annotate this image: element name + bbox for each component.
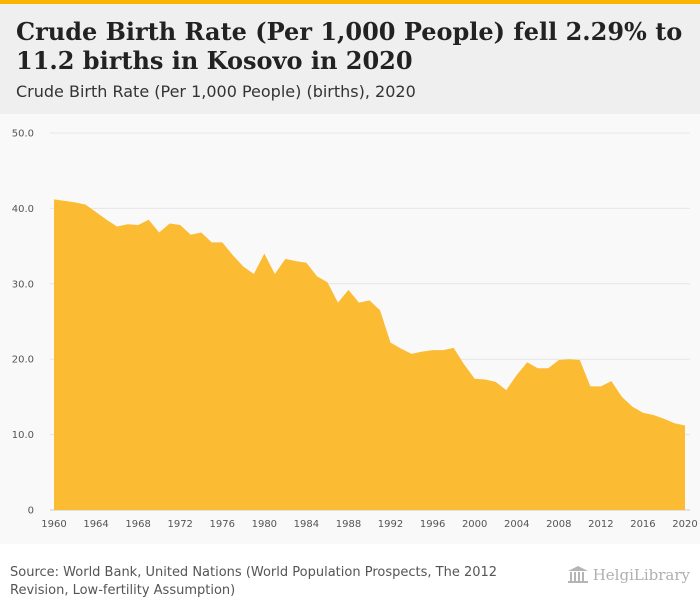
helgi-library-logo[interactable]: HelgiLibrary	[567, 564, 690, 586]
source-note: Source: World Bank, United Nations (Worl…	[10, 564, 510, 600]
chart-subtitle: Crude Birth Rate (Per 1,000 People) (bir…	[16, 82, 416, 101]
x-axis: 1960 1964 1968 1972 1976 1980 1984 1988 1992 1996…	[41, 519, 697, 530]
x-tick-label: 2016	[630, 519, 655, 530]
chart-footer: Source: World Bank, United Nations (Worl…	[0, 544, 700, 613]
source-text: World Bank, United Nations (World Popula…	[10, 565, 498, 598]
x-tick-label: 2020	[672, 519, 697, 530]
y-tick-label: 0	[28, 506, 34, 517]
area-chart: 010.020.030.040.050.0 1960 1964 1968 1972 19…	[12, 129, 698, 531]
x-tick-label: 2000	[462, 519, 487, 530]
x-tick-label: 1984	[294, 519, 319, 530]
y-tick-label: 10.0	[12, 430, 34, 441]
x-tick-label: 1980	[252, 519, 277, 530]
logo-text: HelgiLibrary	[592, 566, 690, 584]
y-tick-label: 20.0	[12, 355, 34, 366]
chart-title: Crude Birth Rate (Per 1,000 People) fell…	[16, 17, 683, 75]
x-tick-label: 1988	[336, 519, 361, 530]
x-tick-label: 1996	[420, 519, 445, 530]
series-area	[54, 199, 685, 510]
y-axis: 0 10.0 20.0 30.0 40.0 50.0	[12, 129, 34, 517]
accent-bar	[0, 0, 700, 4]
x-tick-label: 1976	[210, 519, 235, 530]
y-tick-label: 50.0	[12, 129, 34, 140]
x-tick-label: 2012	[588, 519, 613, 530]
y-tick-label: 40.0	[12, 204, 34, 215]
x-tick-label: 1992	[378, 519, 403, 530]
x-tick-label: 2008	[546, 519, 571, 530]
x-tick-label: 1964	[83, 519, 108, 530]
x-tick-label: 1968	[125, 519, 150, 530]
chart-header: Crude Birth Rate (Per 1,000 People) fell…	[0, 4, 700, 114]
x-tick-label: 1960	[41, 519, 66, 530]
x-tick-label: 1972	[167, 519, 192, 530]
chart-area: 0 10.0 20.0 30.0 40.0 50.0 1960 1964 1968 1972 19…	[0, 114, 700, 544]
library-building-icon	[567, 566, 588, 583]
y-tick-label: 30.0	[12, 279, 34, 290]
x-tick-label: 2004	[504, 519, 529, 530]
source-label: Source:	[10, 565, 60, 580]
